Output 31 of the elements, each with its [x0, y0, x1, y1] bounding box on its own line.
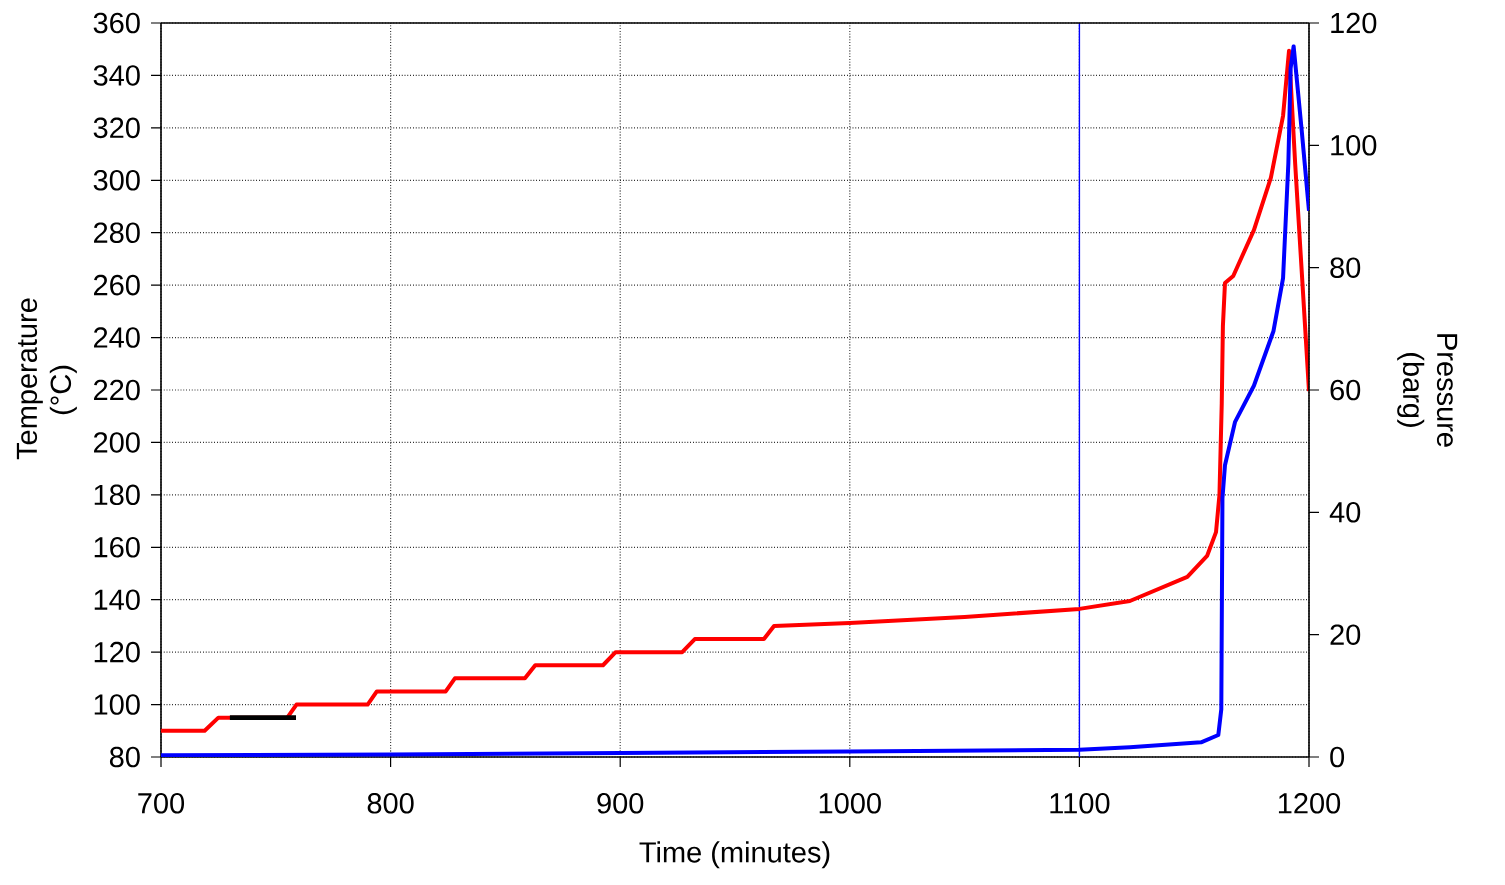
- y-tick-label: 240: [94, 327, 140, 348]
- y-tick-label: 340: [93, 65, 140, 86]
- y-tick-label: 360: [93, 12, 140, 34]
- x-tick-label: 900: [597, 793, 644, 814]
- y-axis-title: Temperature (°C): [16, 298, 77, 460]
- y-tick-label: 260: [94, 274, 140, 296]
- y-tick-label: 120: [94, 641, 140, 663]
- y2-tick-label: 120: [1331, 12, 1377, 34]
- x-axis-title: Time (minutes): [639, 841, 830, 869]
- y2-tick-label: 100: [1331, 135, 1377, 156]
- y-tick-label: 80: [109, 746, 140, 768]
- y2-axis-title: Pressure (barg): [1397, 334, 1458, 447]
- x-tick-label: 1100: [1050, 793, 1110, 814]
- y2-tick-label: 0: [1330, 746, 1345, 768]
- y-tick-label: 180: [94, 484, 140, 506]
- y2-tick-label: 60: [1330, 379, 1361, 401]
- y-tick-label: 160: [94, 537, 140, 558]
- y2-tick-label: 80: [1330, 257, 1361, 278]
- x-tick-label: 1000: [819, 793, 881, 814]
- y-tick-label: 100: [94, 694, 140, 715]
- y-tick-label: 320: [93, 117, 140, 139]
- y-tick-label: 300: [93, 170, 140, 191]
- y-tick-label: 220: [94, 379, 140, 401]
- y2-tick-label: 20: [1330, 624, 1361, 645]
- x-tick-label: 1200: [1278, 793, 1341, 814]
- y-tick-label: 140: [94, 589, 140, 610]
- x-tick-label: 800: [367, 793, 414, 814]
- y-tick-label: 280: [94, 222, 140, 243]
- y-tick-label: 200: [94, 432, 140, 453]
- x-tick-label: 700: [138, 793, 185, 814]
- y2-tick-label: 40: [1329, 502, 1361, 523]
